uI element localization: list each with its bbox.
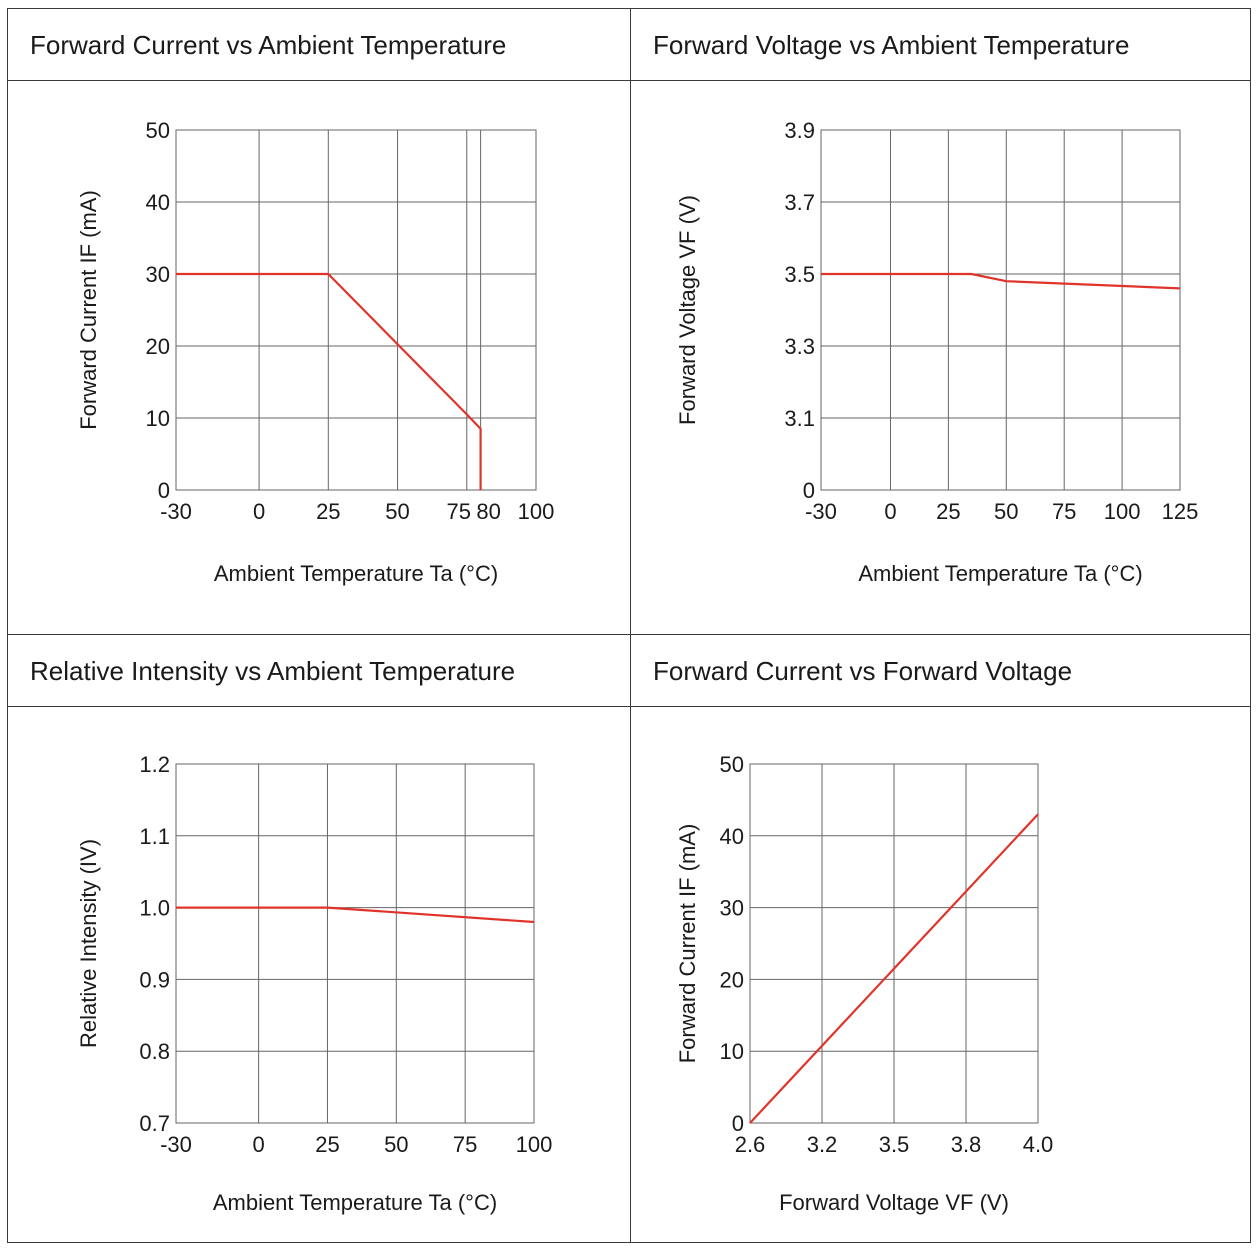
chart-title: Forward Current vs Ambient Temperature: [8, 9, 630, 81]
x-tick-label: -30: [805, 499, 837, 524]
y-tick-label: 1.0: [139, 896, 170, 921]
x-axis-label: Ambient Temperature Ta (°C): [214, 561, 498, 586]
x-tick-label: 50: [384, 1132, 408, 1157]
series-line: [176, 272, 482, 490]
chart-title: Forward Current vs Forward Voltage: [631, 635, 1251, 707]
panel-if-vs-vf: Forward Current vs Forward Voltage 0 10 20…: [631, 635, 1251, 1243]
chart-grid: Forward Current vs Ambient Temperature 0…: [7, 8, 1251, 1243]
column-divider: [630, 9, 631, 1242]
x-tick-label: 2.6: [735, 1132, 766, 1157]
panel-vf-vs-ta: Forward Voltage vs Ambient Temperature 0…: [631, 9, 1251, 634]
y-tick-label: 1.2: [139, 752, 170, 777]
x-tick-label: 125: [1162, 499, 1199, 524]
y-tick-label: 30: [146, 262, 170, 287]
y-tick-label: 0.7: [139, 1111, 170, 1136]
x-tick-label: 0: [253, 499, 265, 524]
y-axis-label: Forward Current IF (mA): [675, 824, 700, 1064]
plot-frame: [175, 129, 537, 491]
x-tick-label: 75: [447, 499, 471, 524]
x-tick-label: 100: [518, 499, 555, 524]
x-tick-label: 25: [315, 1132, 339, 1157]
y-tick-label: 20: [146, 334, 170, 359]
panel-if-vs-ta: Forward Current vs Ambient Temperature 0…: [8, 9, 630, 634]
x-tick-label: 50: [385, 499, 409, 524]
x-tick-label: 0: [884, 499, 896, 524]
x-tick-label: 3.5: [879, 1132, 910, 1157]
y-tick-label: 40: [146, 190, 170, 215]
x-axis-label: Forward Voltage VF (V): [779, 1190, 1009, 1215]
chart-vf-vs-ta: 03.13.33.53.73.9-30 0 25 50 75 100 125Ambient …: [675, 118, 1199, 586]
y-tick-label: 0: [158, 478, 170, 503]
y-axis-label: Relative Intensity (IV): [76, 839, 101, 1048]
y-tick-label: 0.8: [139, 1039, 170, 1064]
y-tick-label: 0: [732, 1111, 744, 1136]
y-tick-label: 30: [720, 896, 744, 921]
x-tick-label: 50: [994, 499, 1018, 524]
x-tick-label: 75: [1052, 499, 1076, 524]
chart-title: Relative Intensity vs Ambient Temperatur…: [8, 635, 630, 707]
series-line: [749, 813, 1039, 1124]
y-tick-label: 3.5: [784, 262, 815, 287]
y-axis-label: Forward Current IF (mA): [76, 190, 101, 430]
row-divider: [8, 634, 1250, 635]
x-axis-label: Ambient Temperature Ta (°C): [858, 561, 1142, 586]
x-tick-label: -30: [160, 499, 192, 524]
panel-iv-vs-ta: Relative Intensity vs Ambient Temperatur…: [8, 635, 630, 1243]
x-tick-label: 100: [516, 1132, 553, 1157]
plot-frame: [820, 129, 1181, 491]
y-tick-label: 10: [146, 406, 170, 431]
x-tick-label: 4.0: [1023, 1132, 1054, 1157]
y-tick-label: 3.3: [784, 334, 815, 359]
y-tick-label: 50: [720, 752, 744, 777]
x-tick-label: 25: [316, 499, 340, 524]
x-tick-label: 3.2: [807, 1132, 838, 1157]
chart-iv-vs-ta: 0.7 0.8 0.9 1.0 1.1 1.2 -30 0 25 50 75 100 Ambient T…: [76, 752, 553, 1215]
y-tick-label: 0.9: [139, 967, 170, 992]
y-tick-label: 40: [720, 824, 744, 849]
y-tick-label: 3.9: [784, 118, 815, 143]
chart-if-vs-vf: 0 10 20 30 40 50 2.6 3.2 3.5 3.8 4.0 Forward Voltag…: [675, 752, 1054, 1215]
y-tick-label: 1.1: [139, 824, 170, 849]
y-tick-label: 50: [146, 118, 170, 143]
x-tick-label: -30: [160, 1132, 192, 1157]
series-line: [821, 272, 1181, 290]
y-tick-label: 3.1: [784, 406, 815, 431]
chart-title: Forward Voltage vs Ambient Temperature: [631, 9, 1251, 81]
y-tick-label: 3.7: [784, 190, 815, 215]
x-tick-label: 0: [252, 1132, 264, 1157]
x-tick-label: 3.8: [951, 1132, 982, 1157]
series-line: [176, 906, 535, 924]
y-tick-label: 20: [720, 967, 744, 992]
y-axis-label: Forward Voltage VF (V): [675, 195, 700, 425]
x-tick-label: 80: [476, 499, 500, 524]
y-tick-label: 0: [803, 478, 815, 503]
x-tick-label: 75: [453, 1132, 477, 1157]
x-tick-label: 100: [1104, 499, 1141, 524]
y-tick-label: 10: [720, 1039, 744, 1064]
plot-frame: [175, 763, 535, 1124]
x-tick-label: 25: [936, 499, 960, 524]
x-axis-label: Ambient Temperature Ta (°C): [213, 1190, 497, 1215]
